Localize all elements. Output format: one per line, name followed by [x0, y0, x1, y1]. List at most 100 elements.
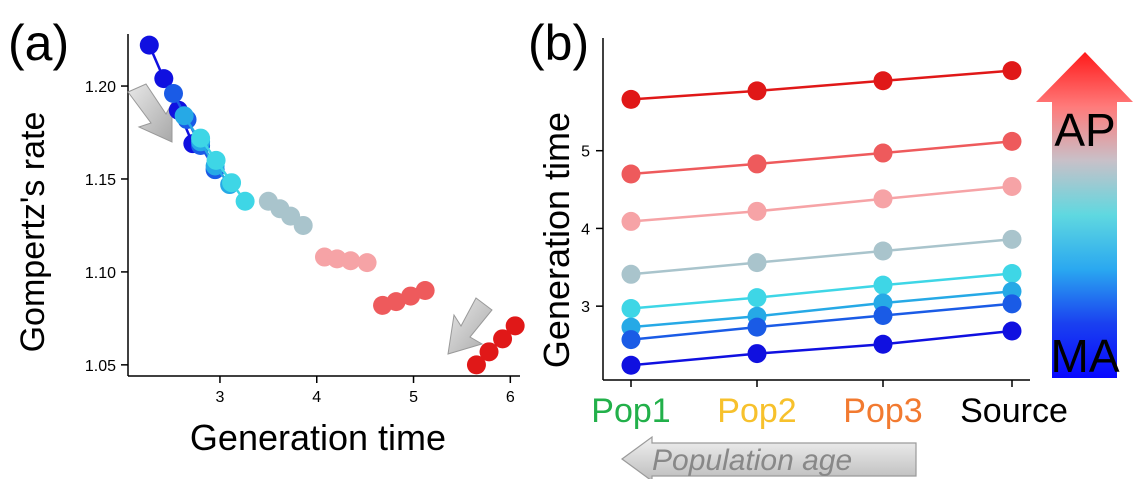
panel-a-series-line: [199, 137, 247, 203]
panel-a-data-point: [222, 173, 242, 193]
panel-b-y-axis-title: Generation time: [536, 112, 577, 368]
panel-a-x-tick-label: 3: [215, 389, 224, 406]
panel-a-plot-area: [139, 35, 525, 375]
gradient-legend-top-label: AP: [1054, 104, 1115, 156]
panel-a-data-point: [386, 292, 406, 312]
panel-a-series-6: [314, 247, 377, 273]
panel-b-category-label-source: Source: [960, 392, 1068, 430]
panel-b-data-point: [747, 201, 767, 221]
panel-a-data-point: [415, 281, 435, 300]
panel-b-data-point: [621, 330, 641, 350]
arrow-down-right-annotation: [127, 83, 173, 143]
panel-b-series-line: [630, 302, 1013, 341]
gradient-legend: AP MA: [1036, 52, 1133, 382]
panel-a-label: (a): [8, 15, 69, 71]
panel-a-data-point: [191, 128, 211, 148]
panel-a-series-5: [258, 191, 313, 235]
panel-b-y-tick-label: 5: [581, 144, 590, 161]
panel-b-data-point: [873, 71, 893, 91]
panel-b-category-label-pop3: Pop3: [843, 392, 922, 430]
panel-a-x-tick-label: 6: [506, 389, 515, 406]
panel-a-data-point: [479, 342, 499, 362]
panel-b-data-point: [873, 189, 893, 209]
panel-a-series-line: [183, 115, 231, 186]
panel-a-data-point: [293, 215, 313, 235]
panel-a-data-point: [163, 83, 183, 103]
panel-a-x-axis-title: Generation time: [190, 417, 446, 458]
panel-b-data-point: [621, 164, 641, 184]
panel-b-category-label-pop1: Pop1: [591, 392, 670, 430]
panel-b-y-tick-label: 4: [581, 221, 590, 238]
panel-b-series-1: [621, 61, 1022, 109]
panel-a-data-point: [174, 106, 194, 126]
panel-b-series-8: [621, 321, 1022, 375]
panel-b-data-point: [747, 253, 767, 273]
panel-a-data-point: [505, 316, 525, 336]
panel-b-series-4: [621, 229, 1022, 284]
panel-a-x-tick-label: 4: [312, 389, 321, 406]
panel-b-data-point: [1002, 61, 1022, 81]
panel-a-y-axis: 1.05 1.10 1.15 1.20: [85, 34, 129, 376]
panel-b-data-point: [621, 264, 641, 284]
panel-b-data-point: [621, 211, 641, 231]
panel-b-data-point: [621, 89, 641, 109]
panel-b-series-line: [630, 238, 1013, 276]
panel-b-data-point: [873, 275, 893, 295]
panel-b-data-point: [873, 143, 893, 163]
panel-b-data-point: [1002, 264, 1022, 284]
panel-b-data-point: [1002, 176, 1022, 196]
panel-b-data-point: [621, 298, 641, 318]
panel-a-data-point: [466, 355, 486, 375]
panel-a-data-point: [206, 150, 226, 170]
gradient-legend-bottom-label: MA: [1051, 330, 1120, 382]
panel-a-data-point: [139, 35, 159, 55]
panel-b-category-label-pop2: Pop2: [717, 392, 796, 430]
panel-b-series-line: [630, 69, 1013, 101]
panel-b-series-3: [621, 176, 1022, 231]
panel-b-y-tick-label: 3: [581, 299, 590, 316]
panel-b-data-point: [1002, 294, 1022, 314]
panel-b-label: (b): [528, 15, 589, 71]
panel-b-data-point: [621, 355, 641, 375]
panel-b-data-point: [1002, 131, 1022, 151]
panel-a-y-tick-label: 1.05: [85, 358, 116, 375]
panel-a-data-point: [401, 286, 421, 306]
panel-a-y-tick-label: 1.15: [85, 172, 116, 189]
panel-b-data-point: [747, 317, 767, 337]
panel-a-data-point: [493, 329, 513, 349]
panel-b-x-axis: Pop1 Pop2 Pop3 Source: [591, 379, 1068, 430]
gradient-legend-arrow: [1036, 52, 1133, 378]
panel-b-data-point: [747, 344, 767, 364]
panel-a: (a) 1.05 1.10 1.15 1.20 3 4 5 6 Gompertz's rat…: [8, 15, 525, 458]
panel-b-series-line: [630, 272, 1013, 310]
panel-a-y-tick-label: 1.20: [85, 79, 116, 96]
panel-a-series-7: [373, 281, 435, 315]
panel-b-plot-area: [621, 61, 1022, 375]
panel-b-series-2: [621, 131, 1022, 184]
panel-b-data-point: [1002, 229, 1022, 249]
panel-a-x-axis: 3 4 5 6: [128, 375, 520, 406]
panel-a-series-8: [466, 316, 525, 375]
panel-b-data-point: [747, 154, 767, 174]
panel-b-series-line: [630, 140, 1013, 176]
panel-a-y-tick-label: 1.10: [85, 265, 116, 282]
panel-b-data-point: [873, 334, 893, 354]
panel-b-series-5: [621, 264, 1022, 318]
panel-b-y-axis: 3 4 5: [581, 38, 604, 380]
panel-a-data-point: [154, 69, 174, 89]
panel-b-data-point: [747, 288, 767, 308]
panel-b: (b) 3 4 5 Pop1 Pop2 Pop3 Source Generation ti…: [528, 15, 1068, 479]
population-age-arrow: Population age: [620, 435, 917, 479]
panel-b-data-point: [1002, 321, 1022, 341]
panel-b-series-7: [621, 294, 1022, 350]
panel-a-data-point: [341, 251, 361, 271]
panel-a-y-axis-title: Gompertz's rate: [14, 112, 52, 353]
panel-a-data-point: [235, 191, 255, 211]
panel-b-series-line: [630, 290, 1013, 329]
panel-b-series-line: [630, 185, 1013, 223]
arrow-down-left-annotation: [447, 297, 493, 355]
panel-b-data-point: [873, 241, 893, 261]
panel-a-x-tick-label: 5: [409, 389, 418, 406]
population-age-label: Population age: [652, 444, 852, 477]
